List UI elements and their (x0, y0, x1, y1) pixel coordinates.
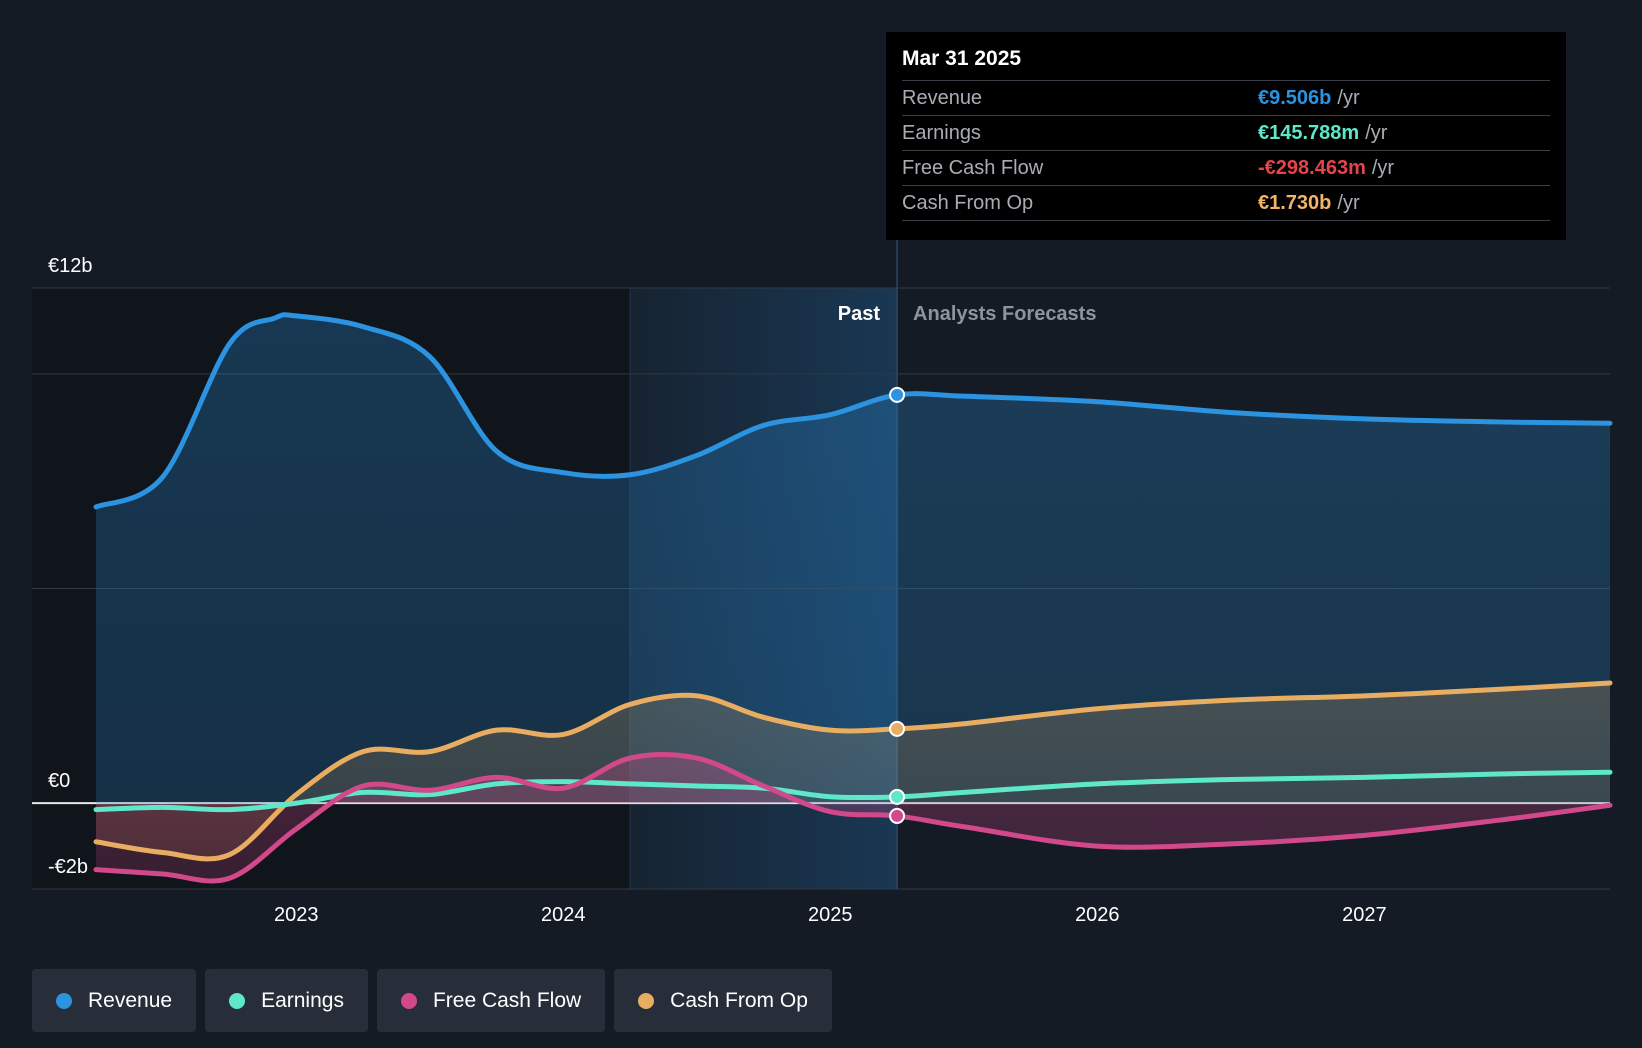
legend-dot-icon (400, 992, 417, 1009)
revenue-area (96, 314, 1610, 804)
cash-from-op-line (93, 680, 1613, 862)
y-tick-label-zero: €0 (48, 770, 70, 792)
tooltip-row-unit: /yr (1371, 156, 1395, 179)
tooltip-row-label: Revenue (902, 86, 983, 109)
past-label: Past (838, 303, 881, 325)
tooltip-row-label: Free Cash Flow (902, 156, 1044, 179)
legend-item-free-cash-flow[interactable]: Free Cash Flow (376, 969, 606, 1032)
forecast-label: Analysts Forecasts (913, 303, 1096, 325)
tooltip-row-unit: /yr (1337, 191, 1360, 214)
tooltip-row-label: Earnings (902, 121, 981, 144)
legend-item-label: Revenue (88, 988, 173, 1012)
y-tick-label-top: €12b (48, 255, 93, 277)
legend-item-label: Free Cash Flow (432, 988, 582, 1012)
chart-canvas: €12b €0 -€2b 2023 2024 2025 2026 2027 Past Analys… (32, 240, 1613, 926)
tooltip-row-value: -€298.463m (1258, 156, 1366, 179)
tooltip-row-unit: /yr (1365, 121, 1388, 144)
revenue-line (93, 312, 1613, 510)
x-tick-label: 2027 (1342, 904, 1387, 926)
tooltip-row-unit: /yr (1337, 86, 1360, 109)
legend-dot-icon (229, 992, 246, 1009)
legend-item-cash-from-op[interactable]: Cash From Op (614, 969, 832, 1032)
tooltip-row-earnings: Earnings €145.788m/yr (902, 115, 1550, 150)
earnings-marker (889, 788, 906, 805)
x-tick-label: 2025 (808, 904, 853, 926)
tooltip-row-value: €9.506b (1258, 86, 1332, 109)
cash-from-op-marker (889, 720, 906, 737)
legend-dot-icon (56, 992, 72, 1009)
tooltip-row-free-cash-flow: Free Cash Flow -€298.463m/yr (902, 150, 1550, 185)
tooltip-row-label: Cash From Op (902, 191, 1034, 214)
tooltip-row-revenue: Revenue €9.506b/yr (902, 80, 1550, 115)
data-tooltip: Mar 31 2025 Revenue €9.506b/yr Earnings €14… (886, 32, 1566, 240)
legend-item-revenue[interactable]: Revenue (32, 969, 197, 1032)
x-tick-label: 2023 (274, 904, 319, 926)
cash-from-op-area (96, 682, 1610, 859)
free-cash-flow-line (93, 751, 1613, 884)
tooltip-row-value: €1.730b (1258, 191, 1332, 214)
revenue-marker (889, 386, 906, 403)
earnings-line (93, 769, 1613, 813)
tooltip-date: Mar 31 2025 (902, 47, 1022, 70)
y-tick-label-bottom: -€2b (48, 856, 88, 878)
tooltip-row-cash-from-op: Cash From Op €1.730b/yr (902, 185, 1550, 221)
legend-item-label: Earnings (261, 988, 344, 1012)
legend-item-label: Cash From Op (670, 988, 808, 1012)
tooltip-row-value: €145.788m (1258, 121, 1360, 144)
legend-dot-icon (638, 992, 655, 1009)
x-tick-label: 2024 (541, 904, 586, 926)
chart-legend: Revenue Earnings Free Cash Flow Cash From O… (32, 969, 832, 1032)
free-cash-flow-marker (889, 807, 906, 824)
x-tick-label: 2026 (1075, 904, 1120, 926)
legend-item-earnings[interactable]: Earnings (205, 969, 368, 1032)
